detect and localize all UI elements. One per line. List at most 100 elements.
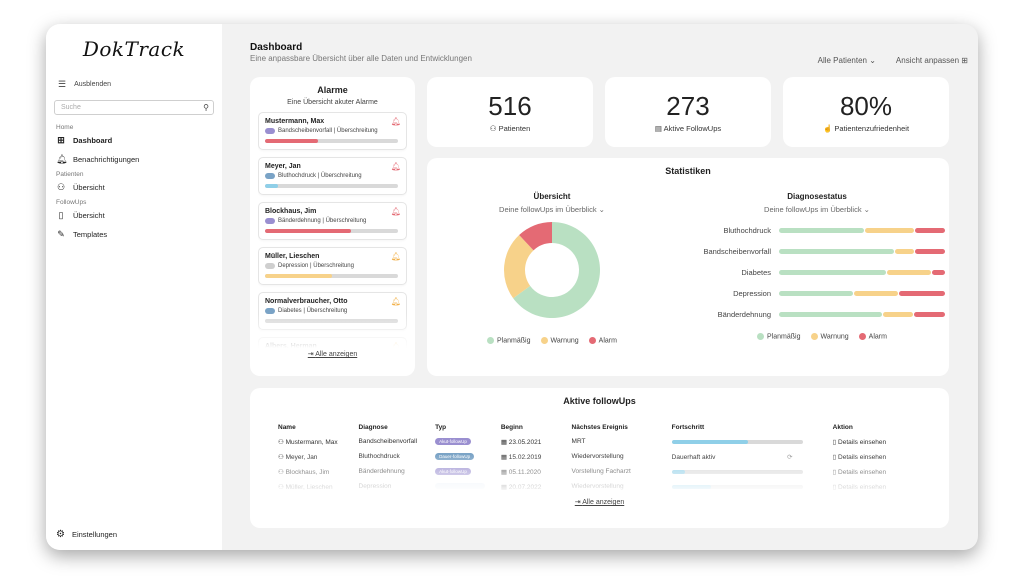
alarms-show-all-link[interactable]: ⇥ Alle anzeigen bbox=[307, 351, 358, 358]
type-badge bbox=[265, 128, 275, 134]
search-icon[interactable]: ⚲ bbox=[203, 103, 209, 112]
grid-icon: ⊞ bbox=[961, 56, 968, 65]
alarm-patient-name: Normalverbraucher, Otto bbox=[265, 298, 348, 305]
alarm-patient-name: Meyer, Jan bbox=[265, 163, 301, 170]
table-header-row: Name Diagnose Typ Beginn Nächstes Ereignis Fo… bbox=[278, 420, 921, 434]
alarm-description: Bänderdehnung | Überschreitung bbox=[278, 218, 367, 224]
table-row[interactable]: ⚇ Mustermann, Max Bandscheibenvorfall Akut… bbox=[278, 434, 921, 449]
statistics-title: Statistiken bbox=[665, 166, 711, 176]
diagnosis-bar bbox=[779, 249, 945, 254]
legend-item: Alarm bbox=[858, 333, 887, 340]
progress-bar bbox=[671, 439, 803, 444]
bell-icon[interactable]: 🔔︎ bbox=[390, 117, 401, 126]
alarm-item[interactable]: Blockhaus, Jim Bänderdehnung | Überschrei… bbox=[258, 202, 407, 240]
diagnosis-row: Bänderdehnung bbox=[652, 304, 952, 325]
column-header: Name bbox=[278, 423, 296, 431]
overview-filter-dropdown[interactable]: Deine followUps im Überblick ⌄ bbox=[499, 205, 605, 214]
document-icon: ▤ bbox=[654, 124, 662, 133]
kpi-value: 80% bbox=[839, 91, 893, 121]
diagnosis-bar bbox=[779, 312, 945, 317]
diagnosis-label: Diabetes bbox=[741, 268, 771, 277]
followups-show-all-link[interactable]: ⇥ Alle anzeigen bbox=[574, 499, 625, 506]
legend-dot bbox=[540, 337, 548, 344]
overview-legend: Planmäßig Warnung Alarm bbox=[467, 337, 637, 344]
section-label-patients: Patienten bbox=[56, 171, 84, 178]
diagnosis-filter-dropdown[interactable]: Deine followUps im Überblick ⌄ bbox=[764, 205, 870, 214]
kpi-label-row: ☝ Patientenzufriedenheit bbox=[783, 124, 949, 133]
sidebar-item-notifications[interactable]: 🔔︎ Benachrichtigungen bbox=[54, 150, 214, 169]
sidebar-item-dashboard[interactable]: ⊞ Dashboard bbox=[54, 131, 214, 150]
diagnosis-bar bbox=[779, 270, 945, 275]
customize-view-button[interactable]: Ansicht anpassen ⊞ bbox=[896, 56, 968, 65]
pencil-icon: ✎ bbox=[57, 229, 65, 239]
diagnosis-bar bbox=[779, 291, 945, 296]
details-button[interactable]: ▯ Details einsehen bbox=[832, 438, 887, 446]
alarm-item[interactable]: Meyer, Jan Bluthochdruck | Überschreitung… bbox=[258, 157, 407, 195]
sidebar-item-followups-overview[interactable]: ▯ Übersicht bbox=[54, 206, 214, 225]
diagnosis-row: Bluthochdruck bbox=[652, 220, 952, 241]
diagnosis-row: Depression bbox=[652, 283, 952, 304]
main-content: Dashboard Eine anpassbare Übersicht über… bbox=[222, 24, 978, 550]
kpi-label-row: ⚇ Patienten bbox=[427, 124, 593, 133]
gear-icon: ⚙ bbox=[56, 529, 65, 540]
start-date-cell: ▦ 23.05.2021 bbox=[500, 438, 542, 446]
user-icon: ⚇ bbox=[56, 182, 66, 192]
sidebar-item-label: Templates bbox=[73, 230, 108, 239]
column-header: Typ bbox=[435, 423, 447, 431]
bell-icon[interactable]: 🔔︎ bbox=[390, 297, 401, 306]
alarm-item[interactable]: Mustermann, Max Bandscheibenvorfall | Übe… bbox=[258, 112, 407, 150]
search-input[interactable]: Suche ⚲ bbox=[54, 100, 214, 115]
header-actions: Alle Patienten ⌄ Ansicht anpassen ⊞ bbox=[818, 56, 968, 65]
diagnosis-legend: Planmäßig Warnung Alarm bbox=[652, 333, 952, 340]
alarms-title: Alarme bbox=[317, 85, 348, 95]
bell-icon: 🔔︎ bbox=[56, 154, 68, 164]
donut-slice-planmäßig bbox=[513, 222, 600, 318]
alarm-description: Diabetes | Überschreitung bbox=[278, 308, 348, 314]
alarm-meta: Bänderdehnung | Überschreitung bbox=[265, 218, 400, 224]
followups-table: Name Diagnose Typ Beginn Nächstes Ereignis Fo… bbox=[278, 420, 921, 494]
bell-icon[interactable]: 🔔︎ bbox=[390, 252, 401, 261]
column-header: Fortschritt bbox=[671, 423, 705, 431]
alarm-progress-fill bbox=[265, 274, 332, 278]
alarm-progress-fill bbox=[265, 229, 352, 233]
bar-segment-planmäßig bbox=[779, 291, 853, 296]
kpi-label: Patientenzufriedenheit bbox=[834, 124, 910, 133]
bar-segment-planmäßig bbox=[779, 249, 894, 254]
legend-item: Planmäßig bbox=[487, 337, 531, 344]
settings-button[interactable]: ⚙ Einstellungen bbox=[56, 529, 117, 540]
customize-view-label: Ansicht anpassen bbox=[895, 56, 960, 65]
list-icon: ☰ bbox=[58, 79, 67, 89]
sidebar: DokTrack ☰ Ausblenden Suche ⚲ Home ⊞ Das… bbox=[46, 24, 222, 550]
patient-name-cell: ⚇ Mustermann, Max bbox=[278, 438, 338, 446]
legend-label: Planmäßig bbox=[767, 333, 801, 341]
overview-title: Übersicht bbox=[533, 192, 571, 201]
bell-icon[interactable]: 🔔︎ bbox=[390, 162, 401, 171]
diagnosis-label: Depression bbox=[733, 289, 771, 298]
sidebar-item-patients-overview[interactable]: ⚇ Übersicht bbox=[54, 178, 214, 197]
settings-label: Einstellungen bbox=[71, 530, 118, 539]
diagnosis-label: Bluthochdruck bbox=[723, 226, 771, 235]
kpi-card-patients: 516 ⚇ Patienten bbox=[427, 77, 593, 147]
bar-segment-warnung bbox=[865, 228, 915, 233]
sidebar-item-label: Dashboard bbox=[73, 136, 113, 145]
followups-title: Aktive followUps bbox=[563, 396, 636, 406]
alarm-list: Mustermann, Max Bandscheibenvorfall | Übe… bbox=[258, 112, 407, 348]
bar-segment-alarm bbox=[913, 312, 945, 317]
bar-segment-planmäßig bbox=[779, 270, 886, 275]
search-placeholder: Suche bbox=[61, 104, 81, 111]
bell-icon[interactable]: 🔔︎ bbox=[390, 207, 401, 216]
donut-slice-alarm bbox=[519, 222, 552, 251]
hide-sidebar-button[interactable]: ☰ Ausblenden bbox=[54, 79, 214, 90]
alarm-list-fade bbox=[258, 314, 407, 348]
patient-filter-dropdown[interactable]: Alle Patienten ⌄ bbox=[817, 56, 876, 65]
sidebar-item-templates[interactable]: ✎ Templates bbox=[54, 225, 214, 244]
alarm-item[interactable]: Müller, Lieschen Depression | Überschreit… bbox=[258, 247, 407, 285]
diagnosis-row: Diabetes bbox=[652, 262, 952, 283]
alarm-patient-name: Müller, Lieschen bbox=[265, 253, 320, 260]
type-badge bbox=[265, 308, 275, 314]
legend-item: Warnung bbox=[810, 333, 849, 340]
progress-cell bbox=[671, 439, 833, 444]
alarms-subtitle: Eine Übersicht akuter Alarme bbox=[287, 99, 378, 106]
column-header: Aktion bbox=[832, 423, 853, 431]
progress-fill bbox=[671, 439, 748, 444]
